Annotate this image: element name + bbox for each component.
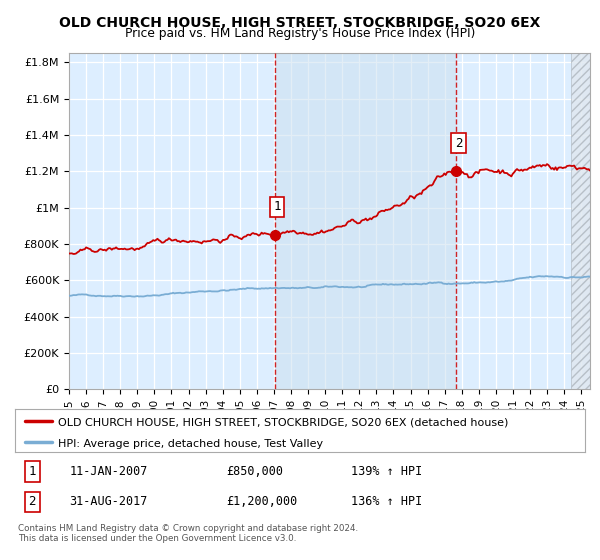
Bar [571,53,590,389]
Text: 2: 2 [28,496,36,508]
Text: 11-JAN-2007: 11-JAN-2007 [69,465,148,478]
Text: Price paid vs. HM Land Registry's House Price Index (HPI): Price paid vs. HM Land Registry's House … [125,27,475,40]
Text: OLD CHURCH HOUSE, HIGH STREET, STOCKBRIDGE, SO20 6EX (detached house): OLD CHURCH HOUSE, HIGH STREET, STOCKBRID… [58,418,508,428]
Text: 2: 2 [455,137,463,150]
Text: £1,200,000: £1,200,000 [226,496,297,508]
Text: Contains HM Land Registry data © Crown copyright and database right 2024.
This d: Contains HM Land Registry data © Crown c… [18,524,358,543]
Text: 31-AUG-2017: 31-AUG-2017 [69,496,148,508]
Text: HPI: Average price, detached house, Test Valley: HPI: Average price, detached house, Test… [58,438,323,449]
Text: 1: 1 [274,200,281,213]
Bar [275,53,456,389]
Text: 1: 1 [28,465,36,478]
Text: OLD CHURCH HOUSE, HIGH STREET, STOCKBRIDGE, SO20 6EX: OLD CHURCH HOUSE, HIGH STREET, STOCKBRID… [59,16,541,30]
Text: 139% ↑ HPI: 139% ↑ HPI [351,465,422,478]
Text: 136% ↑ HPI: 136% ↑ HPI [351,496,422,508]
Text: £850,000: £850,000 [226,465,283,478]
